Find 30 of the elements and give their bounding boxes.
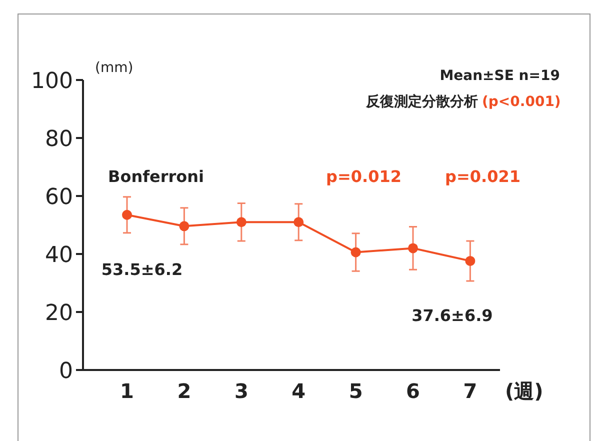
x-tick-label: 4: [292, 379, 306, 403]
x-tick-label: 5: [348, 379, 363, 403]
point: [294, 217, 304, 228]
point: [122, 210, 132, 220]
y-tick-label: 0: [59, 359, 73, 384]
point: [465, 256, 476, 266]
x-tick-label: 3: [234, 379, 248, 403]
annotation: Bonferroni: [108, 167, 204, 186]
y-tick-label: 100: [31, 69, 73, 94]
annotation: (p<0.001): [482, 94, 561, 110]
point: [236, 217, 246, 228]
annotation: 反復測定分散分析: [365, 93, 478, 110]
annotation: p=0.021: [445, 167, 520, 186]
point: [179, 221, 190, 232]
x-axis-title: (週): [505, 379, 544, 403]
annotation: 37.6±6.9: [412, 306, 493, 325]
y-tick-label: 60: [45, 185, 73, 210]
y-tick-label: 20: [45, 301, 73, 326]
annotation: 53.5±6.2: [101, 260, 183, 279]
y-axis-title: (mm): [95, 60, 134, 76]
x-tick-label: 6: [406, 379, 420, 403]
x-tick-label: 2: [177, 379, 192, 403]
x-tick-label: 7: [463, 379, 478, 403]
annotation: Mean±SE n=19: [440, 68, 560, 84]
x-tick-label: 1: [120, 379, 134, 403]
y-tick-label: 80: [45, 127, 73, 152]
point: [350, 247, 361, 258]
y-tick-label: 40: [45, 243, 73, 268]
annotation: p=0.012: [326, 167, 402, 186]
point: [408, 243, 418, 254]
